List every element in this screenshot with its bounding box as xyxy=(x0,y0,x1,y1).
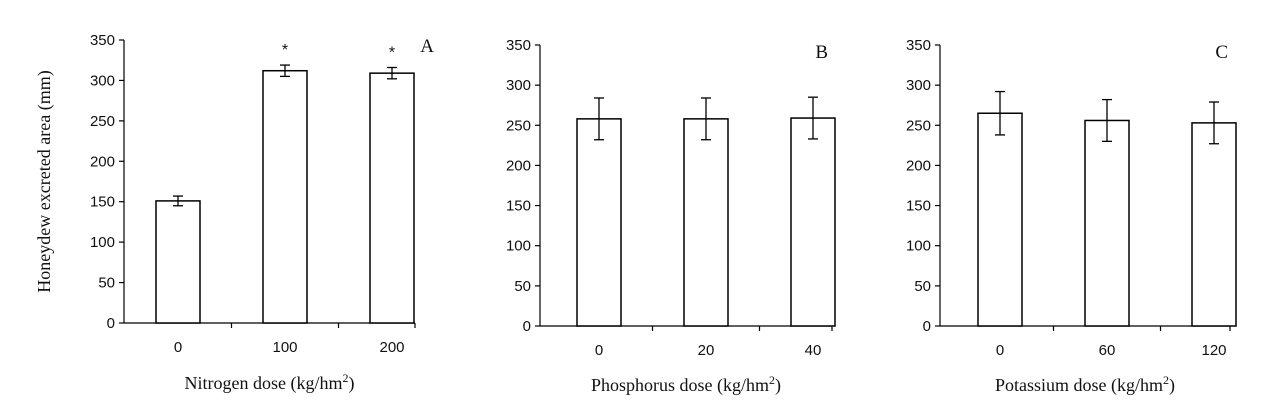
x-tick-label: 40 xyxy=(805,342,822,359)
x-axis-title: Phosphorus dose (kg/hm2) xyxy=(591,373,781,396)
y-tick-label: 250 xyxy=(506,117,531,134)
y-tick-label: 50 xyxy=(98,275,115,292)
bar xyxy=(790,117,836,327)
y-tick-label: 300 xyxy=(506,77,531,94)
y-tick-label: 0 xyxy=(523,318,531,335)
y-tick-label: 100 xyxy=(906,238,931,255)
y-tick-label: 350 xyxy=(906,37,931,54)
bar xyxy=(576,118,622,327)
panel-c: 0 50 100 150 200 250 300 350 0 60 120 C Potassium do… xyxy=(906,37,1237,396)
x-tick-label: 20 xyxy=(698,342,715,359)
x-tick-label: 120 xyxy=(1201,342,1226,359)
y-tick-label: 200 xyxy=(906,157,931,174)
x-tick-label: 200 xyxy=(379,339,404,356)
y-tick-label: 250 xyxy=(90,113,115,130)
y-axis-title: Honeydew excreted area (mm) xyxy=(34,70,55,292)
bar xyxy=(369,72,415,324)
bar xyxy=(155,200,201,324)
x-tick-label: 60 xyxy=(1099,342,1116,359)
y-tick-label: 250 xyxy=(906,117,931,134)
y-tick-label: 200 xyxy=(506,157,531,174)
y-tick-label: 150 xyxy=(90,194,115,211)
bar xyxy=(1084,119,1130,327)
y-tick-label: 100 xyxy=(506,238,531,255)
bar xyxy=(977,112,1023,327)
panel-label: C xyxy=(1215,42,1228,63)
bar xyxy=(1191,122,1237,327)
y-tick-label: 0 xyxy=(107,315,115,332)
y-tick-label: 50 xyxy=(914,278,931,295)
y-tick-label: 150 xyxy=(506,198,531,215)
x-axis-title: Nitrogen dose (kg/hm2) xyxy=(185,371,355,394)
panel-b: 0 50 100 150 200 250 300 350 0 20 40 B Phosphorus do… xyxy=(506,37,836,396)
x-tick-label: 0 xyxy=(996,342,1004,359)
y-tick-label: 300 xyxy=(90,72,115,89)
y-tick-label: 350 xyxy=(506,37,531,54)
bar xyxy=(683,118,729,327)
bar xyxy=(262,69,308,324)
y-tick-label: 300 xyxy=(906,77,931,94)
y-tick-label: 200 xyxy=(90,153,115,170)
significance-marker: * xyxy=(282,42,288,59)
x-tick-label: 100 xyxy=(272,339,297,356)
x-tick-label: 0 xyxy=(595,342,603,359)
y-tick-label: 150 xyxy=(906,198,931,215)
x-axis-title: Potassium dose (kg/hm2) xyxy=(995,373,1175,396)
x-tick-label: 0 xyxy=(174,339,182,356)
y-tick-label: 100 xyxy=(90,234,115,251)
y-tick-label: 0 xyxy=(923,318,931,335)
y-tick-label: 50 xyxy=(514,278,531,295)
panel-a: 0 50 100 150 200 250 300 350 0 100 * 200 * A Nitrogen … xyxy=(34,32,434,394)
panel-label: B xyxy=(815,42,828,63)
y-tick-label: 350 xyxy=(90,32,115,49)
significance-marker: * xyxy=(389,44,395,61)
panel-label: A xyxy=(420,36,434,57)
